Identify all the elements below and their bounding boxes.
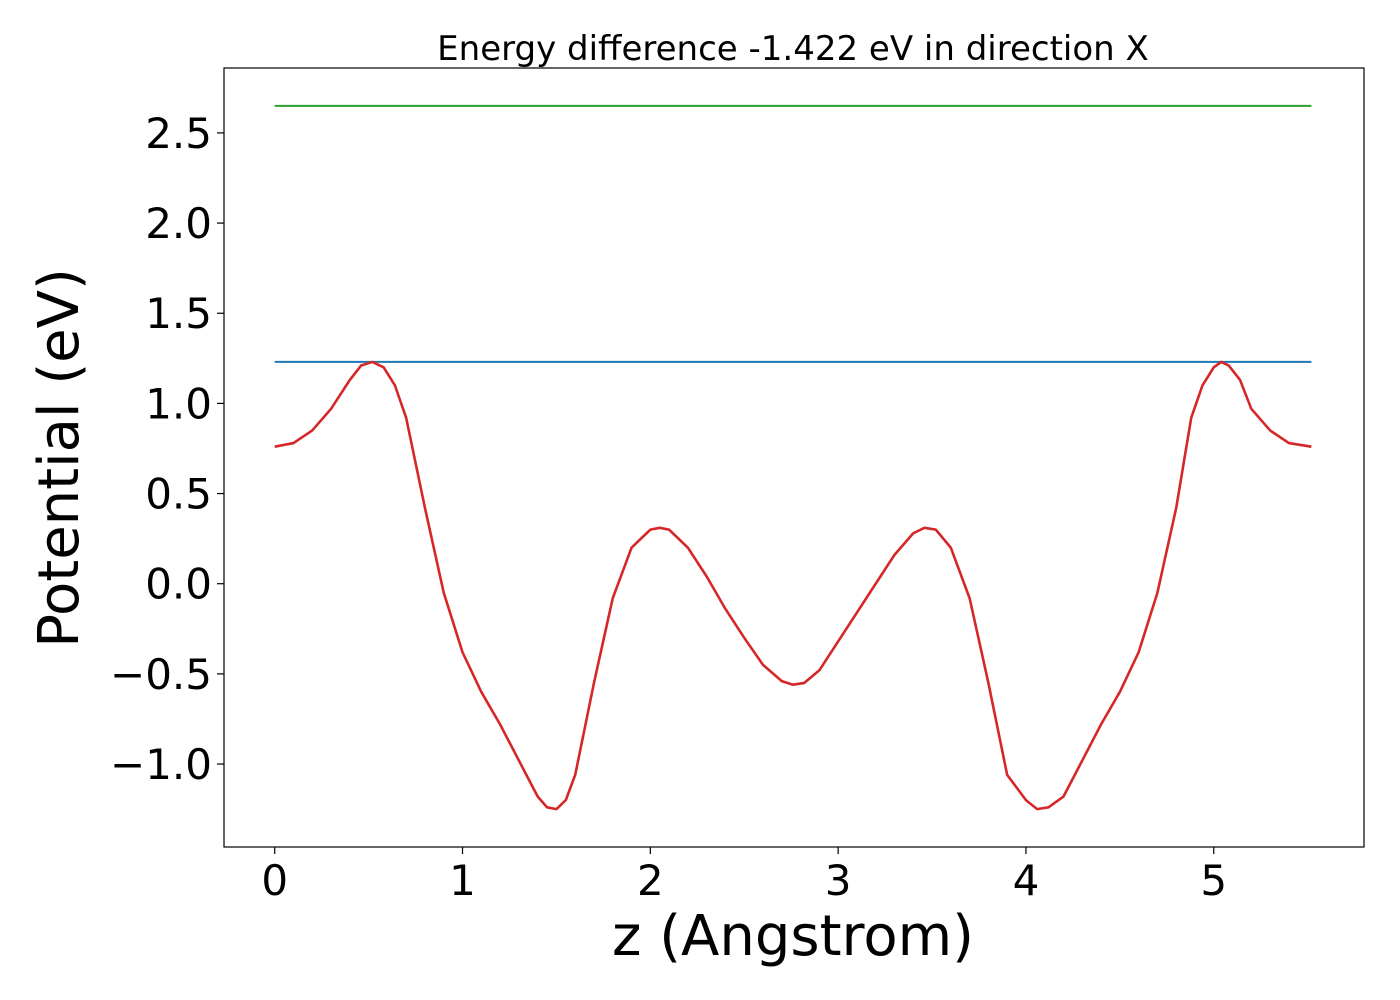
chart-title: Energy difference -1.422 eV in direction… (437, 29, 1149, 69)
series-line-3 (274, 360, 1312, 811)
x-tick-label: 1 (449, 856, 476, 905)
x-axis-label: z (Angstrom) (612, 904, 974, 969)
y-tick-label: −0.5 (110, 650, 212, 699)
y-tick-label: 2.0 (145, 199, 212, 248)
plot-area (223, 67, 1365, 848)
y-tick-label: 0.5 (145, 470, 212, 519)
x-tick-label: 5 (1200, 856, 1227, 905)
y-tick-label: 1.5 (145, 289, 212, 338)
x-tick-label: 0 (261, 856, 288, 905)
series-group (274, 104, 1312, 811)
y-tick-label: 0.0 (145, 560, 212, 609)
x-tick-label: 4 (1013, 856, 1040, 905)
y-tick-label: −1.0 (110, 740, 212, 789)
y-axis-label: Potential (eV) (27, 268, 92, 648)
plot-frame (223, 67, 1365, 848)
x-axis-ticks: 0 1 2 3 4 5 (261, 847, 1227, 905)
y-tick-label: 2.5 (145, 109, 212, 158)
y-tick-label: 1.0 (145, 379, 212, 428)
y-axis-ticks: −1.0 −0.5 0.0 0.5 1.0 1.5 2.0 2.5 (110, 109, 224, 789)
x-tick-label: 2 (637, 856, 664, 905)
x-tick-label: 3 (825, 856, 852, 905)
